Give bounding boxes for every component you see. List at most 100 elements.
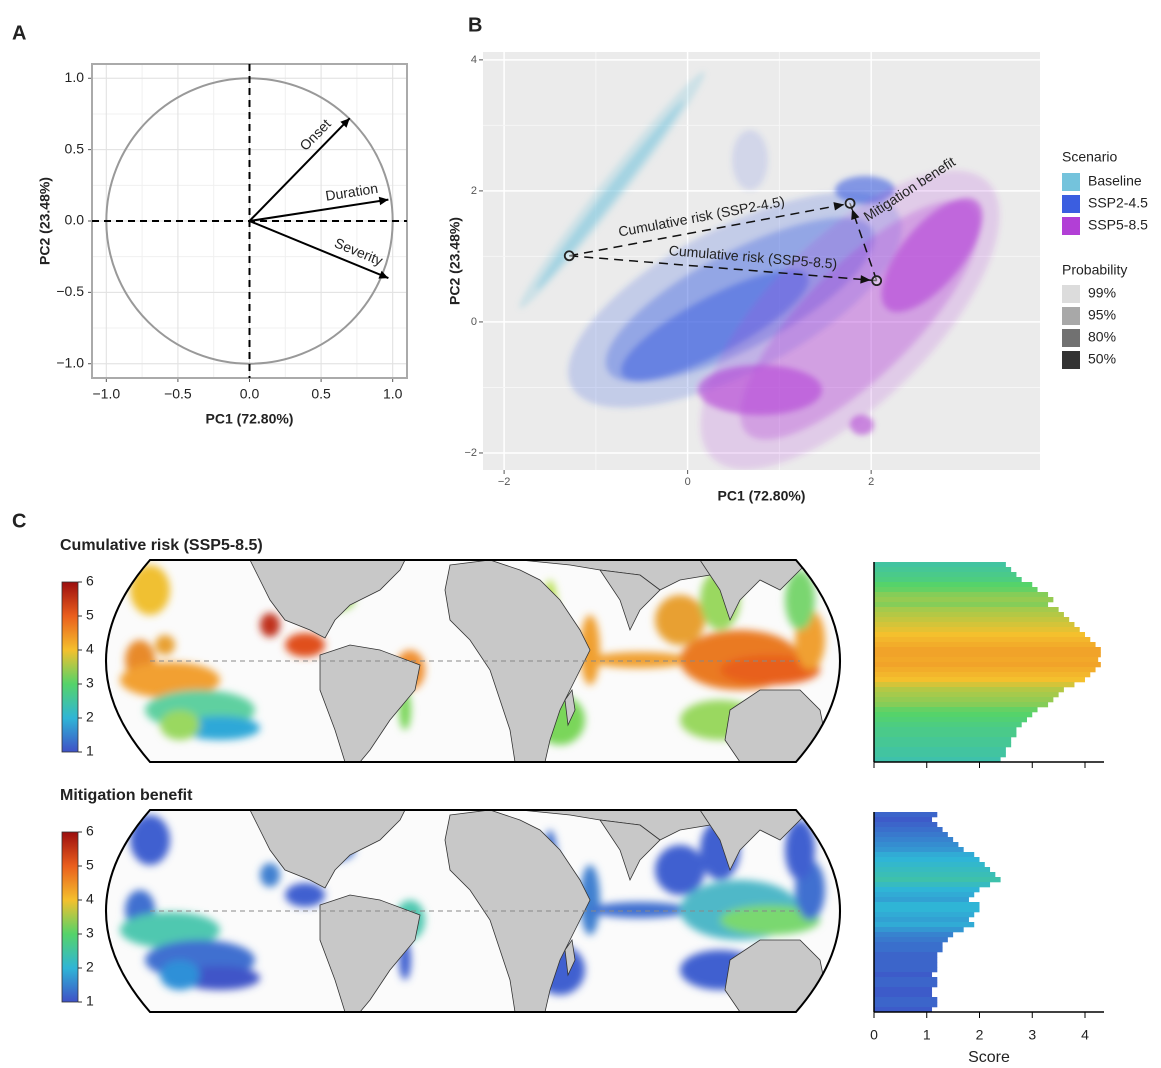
hist-bar bbox=[874, 692, 1059, 698]
hist-bar bbox=[874, 877, 1001, 883]
hist-bar bbox=[874, 732, 1017, 738]
hist-bar bbox=[874, 707, 1038, 713]
continent bbox=[319, 894, 421, 1012]
risk-patch bbox=[785, 570, 815, 630]
map-layer bbox=[120, 560, 827, 762]
legend-swatch bbox=[1062, 285, 1080, 303]
hist-bar bbox=[874, 862, 985, 868]
arrow-head bbox=[833, 202, 845, 211]
y-tick-label: 4 bbox=[471, 54, 477, 66]
colorbar-label: 3 bbox=[86, 925, 94, 941]
hist-bar bbox=[874, 887, 980, 893]
colorbar bbox=[61, 831, 79, 1003]
hist-bar bbox=[874, 642, 1096, 648]
risk-patch bbox=[155, 635, 175, 655]
legend-label: 99% bbox=[1088, 285, 1116, 301]
hist-bar bbox=[874, 852, 975, 858]
hist-bar bbox=[874, 987, 933, 993]
risk-patch bbox=[180, 716, 260, 740]
panel-label: A bbox=[12, 22, 26, 44]
x-tick-label: 3 bbox=[1028, 1027, 1036, 1043]
continent bbox=[599, 569, 661, 632]
hist-bar bbox=[874, 947, 943, 953]
colorbar-label: 6 bbox=[86, 823, 94, 839]
hist-bar bbox=[874, 637, 1091, 643]
risk-patch bbox=[655, 595, 705, 645]
risk-arrow bbox=[569, 202, 851, 257]
risk-patch bbox=[180, 966, 260, 990]
hist-bar bbox=[874, 927, 964, 933]
y-tick-label: 2 bbox=[471, 185, 477, 197]
hist-bar bbox=[874, 872, 996, 878]
hist-bar bbox=[874, 832, 948, 838]
risk-patch bbox=[160, 960, 200, 990]
hist-bar bbox=[874, 992, 933, 998]
x-tick-label: −1.0 bbox=[92, 386, 120, 402]
hist-bar bbox=[874, 567, 1012, 573]
colorbar bbox=[61, 581, 79, 753]
continent bbox=[444, 810, 591, 1012]
hist-bar bbox=[874, 667, 1096, 673]
y-axis-label: PC2 (23.48%) bbox=[447, 217, 463, 305]
risk-patch bbox=[655, 845, 705, 895]
hist-bar bbox=[874, 842, 959, 848]
continent bbox=[599, 819, 661, 882]
hist-bar bbox=[874, 572, 1017, 578]
risk-patch bbox=[590, 652, 690, 668]
arrow-head bbox=[340, 118, 350, 128]
hist-bar bbox=[874, 932, 954, 938]
hist-bar bbox=[874, 867, 991, 873]
hist-bar bbox=[874, 627, 1080, 633]
risk-arrow bbox=[569, 255, 877, 282]
hist-bar bbox=[874, 632, 1086, 638]
hist-bar bbox=[874, 612, 1064, 618]
hist-bar bbox=[874, 982, 938, 988]
hist-bar bbox=[874, 972, 933, 978]
continents bbox=[249, 560, 827, 762]
y-tick-label: 0 bbox=[471, 316, 477, 328]
x-tick-label: 0 bbox=[685, 476, 691, 488]
hist-bar bbox=[874, 742, 1012, 748]
hist-bar bbox=[874, 677, 1086, 683]
hist-bar bbox=[874, 937, 948, 943]
x-tick-label: 2 bbox=[868, 476, 874, 488]
risk-patch bbox=[160, 710, 200, 740]
x-tick-label: 1 bbox=[923, 1027, 931, 1043]
hist-bar bbox=[874, 917, 969, 923]
legend-swatch bbox=[1062, 195, 1080, 213]
colorbar-label: 1 bbox=[86, 743, 94, 759]
legend-label: SSP2-4.5 bbox=[1088, 195, 1148, 211]
hist-bar bbox=[874, 727, 1017, 733]
hist-bar bbox=[874, 662, 1101, 668]
hist-bar bbox=[874, 922, 975, 928]
colorbar-label: 3 bbox=[86, 675, 94, 691]
vector-arrow bbox=[249, 198, 389, 222]
hist-bar bbox=[874, 837, 954, 843]
arrow-head bbox=[378, 270, 389, 279]
risk-patch bbox=[120, 912, 220, 948]
hist-bar bbox=[874, 647, 1101, 653]
hist-bar bbox=[874, 817, 933, 823]
continent bbox=[249, 810, 406, 889]
hist-bar bbox=[874, 1007, 933, 1013]
legend-swatch bbox=[1062, 173, 1080, 191]
legend-swatch bbox=[1062, 329, 1080, 347]
hist-bar bbox=[874, 672, 1091, 678]
y-tick-label: −1.0 bbox=[56, 354, 84, 370]
map-title: Cumulative risk (SSP5-8.5) bbox=[60, 537, 263, 554]
colorbar-label: 5 bbox=[86, 607, 94, 623]
density-contours bbox=[519, 71, 1000, 470]
hist-bar bbox=[874, 622, 1075, 628]
continent bbox=[564, 688, 576, 727]
y-tick-label: −2 bbox=[464, 447, 477, 459]
map-title: Mitigation benefit bbox=[60, 787, 193, 804]
hist-bar bbox=[874, 562, 1006, 568]
x-tick-label: 4 bbox=[1081, 1027, 1089, 1043]
legend-label: 80% bbox=[1088, 329, 1116, 345]
hist-bar bbox=[874, 587, 1038, 593]
colorbar-label: 4 bbox=[86, 891, 94, 907]
x-tick-label: −0.5 bbox=[164, 386, 192, 402]
legend-swatch bbox=[1062, 307, 1080, 325]
hist-bar bbox=[874, 712, 1033, 718]
legend-label: 95% bbox=[1088, 307, 1116, 323]
